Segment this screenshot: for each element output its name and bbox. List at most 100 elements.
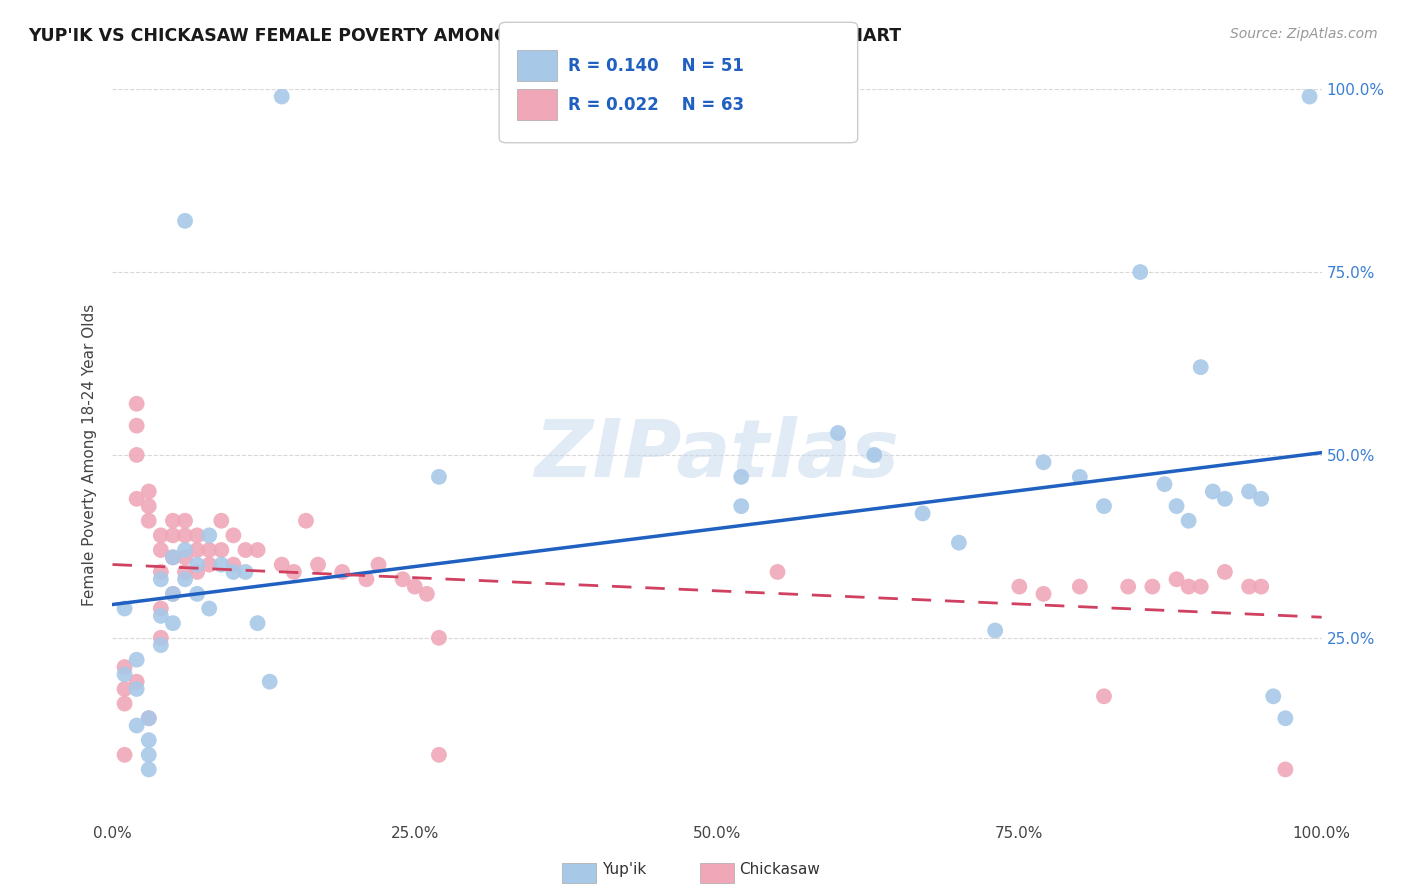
Point	[125, 718, 148, 732]
Point	[295, 514, 318, 528]
Point	[138, 747, 160, 762]
Point	[235, 543, 257, 558]
Point	[198, 558, 221, 572]
Point	[174, 514, 197, 528]
Point	[174, 572, 197, 586]
Point	[1092, 690, 1115, 704]
Text: Source: ZipAtlas.com: Source: ZipAtlas.com	[1230, 27, 1378, 41]
Point	[356, 572, 378, 586]
Point	[1263, 690, 1285, 704]
Point	[149, 543, 172, 558]
Point	[404, 580, 426, 594]
Point	[1008, 580, 1031, 594]
Text: R = 0.140    N = 51: R = 0.140 N = 51	[568, 57, 744, 75]
Point	[1069, 470, 1091, 484]
Point	[186, 587, 208, 601]
Point	[1274, 763, 1296, 777]
Point	[114, 697, 136, 711]
Point	[162, 587, 184, 601]
Point	[1032, 455, 1054, 469]
Point	[186, 558, 208, 572]
Point	[149, 572, 172, 586]
Point	[330, 565, 353, 579]
Point	[149, 608, 172, 623]
Point	[730, 470, 752, 484]
Point	[1189, 360, 1212, 375]
Point	[259, 674, 281, 689]
Point	[1298, 89, 1320, 103]
Point	[1129, 265, 1152, 279]
Point	[1166, 572, 1188, 586]
Point	[427, 631, 450, 645]
Point	[125, 448, 148, 462]
Point	[125, 418, 148, 433]
Point	[162, 587, 184, 601]
Point	[162, 550, 184, 565]
Point	[270, 558, 292, 572]
Point	[1274, 711, 1296, 725]
Point	[948, 535, 970, 549]
Point	[222, 528, 245, 542]
Point	[222, 565, 245, 579]
Text: ZIPatlas: ZIPatlas	[534, 416, 900, 494]
Point	[125, 397, 148, 411]
Point	[198, 543, 221, 558]
Point	[149, 638, 172, 652]
Point	[427, 470, 450, 484]
Point	[235, 565, 257, 579]
Point	[209, 558, 232, 572]
Point	[162, 514, 184, 528]
Point	[138, 484, 160, 499]
Point	[174, 543, 197, 558]
Point	[1092, 499, 1115, 513]
Point	[1213, 491, 1236, 506]
Point	[1116, 580, 1139, 594]
Point	[1250, 580, 1272, 594]
Point	[1202, 484, 1225, 499]
Point	[174, 214, 197, 228]
Point	[863, 448, 886, 462]
Text: Yup'ik: Yup'ik	[602, 863, 645, 877]
Point	[1237, 484, 1260, 499]
Point	[984, 624, 1007, 638]
Point	[827, 425, 849, 440]
Point	[730, 499, 752, 513]
Point	[114, 747, 136, 762]
Point	[1032, 587, 1054, 601]
Point	[307, 558, 329, 572]
Point	[209, 514, 232, 528]
Point	[1213, 565, 1236, 579]
Point	[114, 667, 136, 681]
Point	[114, 601, 136, 615]
Point	[186, 543, 208, 558]
Point	[138, 711, 160, 725]
Point	[162, 550, 184, 565]
Point	[1177, 514, 1199, 528]
Point	[162, 528, 184, 542]
Point	[1237, 580, 1260, 594]
Point	[391, 572, 413, 586]
Point	[427, 747, 450, 762]
Point	[367, 558, 389, 572]
Point	[1069, 580, 1091, 594]
Point	[138, 514, 160, 528]
Y-axis label: Female Poverty Among 18-24 Year Olds: Female Poverty Among 18-24 Year Olds	[82, 304, 97, 606]
Point	[125, 491, 148, 506]
Point	[1189, 580, 1212, 594]
Point	[174, 528, 197, 542]
Point	[138, 499, 160, 513]
Point	[149, 601, 172, 615]
Point	[198, 601, 221, 615]
Point	[1250, 491, 1272, 506]
Point	[1153, 477, 1175, 491]
Point	[138, 733, 160, 747]
Point	[114, 681, 136, 696]
Point	[222, 558, 245, 572]
Point	[1166, 499, 1188, 513]
Point	[125, 674, 148, 689]
Point	[186, 528, 208, 542]
Point	[149, 565, 172, 579]
Point	[149, 631, 172, 645]
Point	[138, 711, 160, 725]
Point	[186, 565, 208, 579]
